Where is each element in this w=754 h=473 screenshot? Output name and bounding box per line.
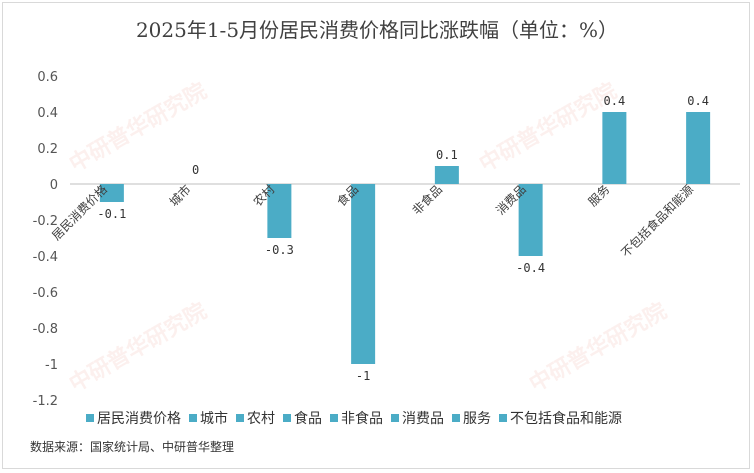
legend-item: 非食品: [330, 408, 383, 428]
bar: [602, 112, 627, 184]
y-tick-label: -0.4: [33, 250, 58, 265]
data-label: 0.4: [687, 94, 709, 108]
legend-swatch: [189, 414, 197, 422]
bar: [686, 112, 711, 184]
bar: [267, 184, 292, 238]
legend-label: 城市: [200, 411, 228, 427]
legend: 居民消费价格 城市 农村 食品 非食品 消费品 服务 不包括食品和能源: [86, 408, 622, 428]
legend-swatch: [86, 414, 94, 422]
category-label: 不包括食品和能源: [618, 182, 696, 260]
legend-item: 城市: [189, 408, 228, 428]
data-source: 数据来源：国家统计局、中研普华整理: [30, 440, 235, 454]
data-label: -1: [356, 369, 370, 383]
legend-item: 农村: [236, 408, 275, 428]
legend-swatch: [236, 414, 244, 422]
legend-item: 消费品: [391, 408, 444, 428]
legend-label: 农村: [247, 411, 275, 427]
chart-frame: [2, 2, 750, 469]
legend-swatch: [330, 414, 338, 422]
legend-swatch: [499, 414, 507, 422]
legend-swatch: [391, 414, 399, 422]
bar: [518, 184, 543, 256]
legend-label: 非食品: [341, 411, 383, 427]
legend-item: 不包括食品和能源: [499, 408, 622, 428]
data-label: 0.1: [436, 148, 458, 162]
category-label: 非食品: [409, 182, 445, 218]
legend-swatch: [452, 414, 460, 422]
y-tick-label: -0.8: [33, 322, 58, 337]
legend-label: 不包括食品和能源: [510, 411, 622, 427]
y-tick-label: -0.2: [33, 214, 58, 229]
legend-swatch: [283, 414, 291, 422]
legend-label: 消费品: [402, 411, 444, 427]
chart-title: 2025年1-5月份居民消费价格同比涨跌幅（单位：%）: [135, 18, 619, 42]
legend-item: 食品: [283, 408, 322, 428]
y-tick-label: 0.6: [37, 70, 58, 85]
data-label: -0.3: [265, 243, 294, 257]
category-label: 服务: [585, 182, 613, 210]
data-label: 0: [192, 163, 199, 177]
y-tick-label: -1.2: [33, 394, 58, 409]
bar: [434, 166, 459, 184]
legend-label: 服务: [463, 411, 491, 427]
y-tick-label: -1: [45, 358, 58, 373]
data-label: 0.4: [604, 94, 626, 108]
category-label: 城市: [166, 182, 194, 210]
bar: [351, 184, 376, 364]
legend-item: 居民消费价格: [86, 408, 181, 428]
y-tick-label: 0.2: [37, 142, 58, 157]
y-tick-label: -0.6: [33, 286, 58, 301]
legend-label: 居民消费价格: [97, 411, 181, 427]
data-label: -0.1: [97, 207, 126, 221]
bar: [99, 184, 124, 202]
legend-label: 食品: [294, 411, 322, 427]
legend-item: 服务: [452, 408, 491, 428]
data-label: -0.4: [516, 261, 545, 275]
y-tick-label: 0.4: [37, 106, 58, 121]
y-tick-label: 0: [50, 178, 58, 193]
